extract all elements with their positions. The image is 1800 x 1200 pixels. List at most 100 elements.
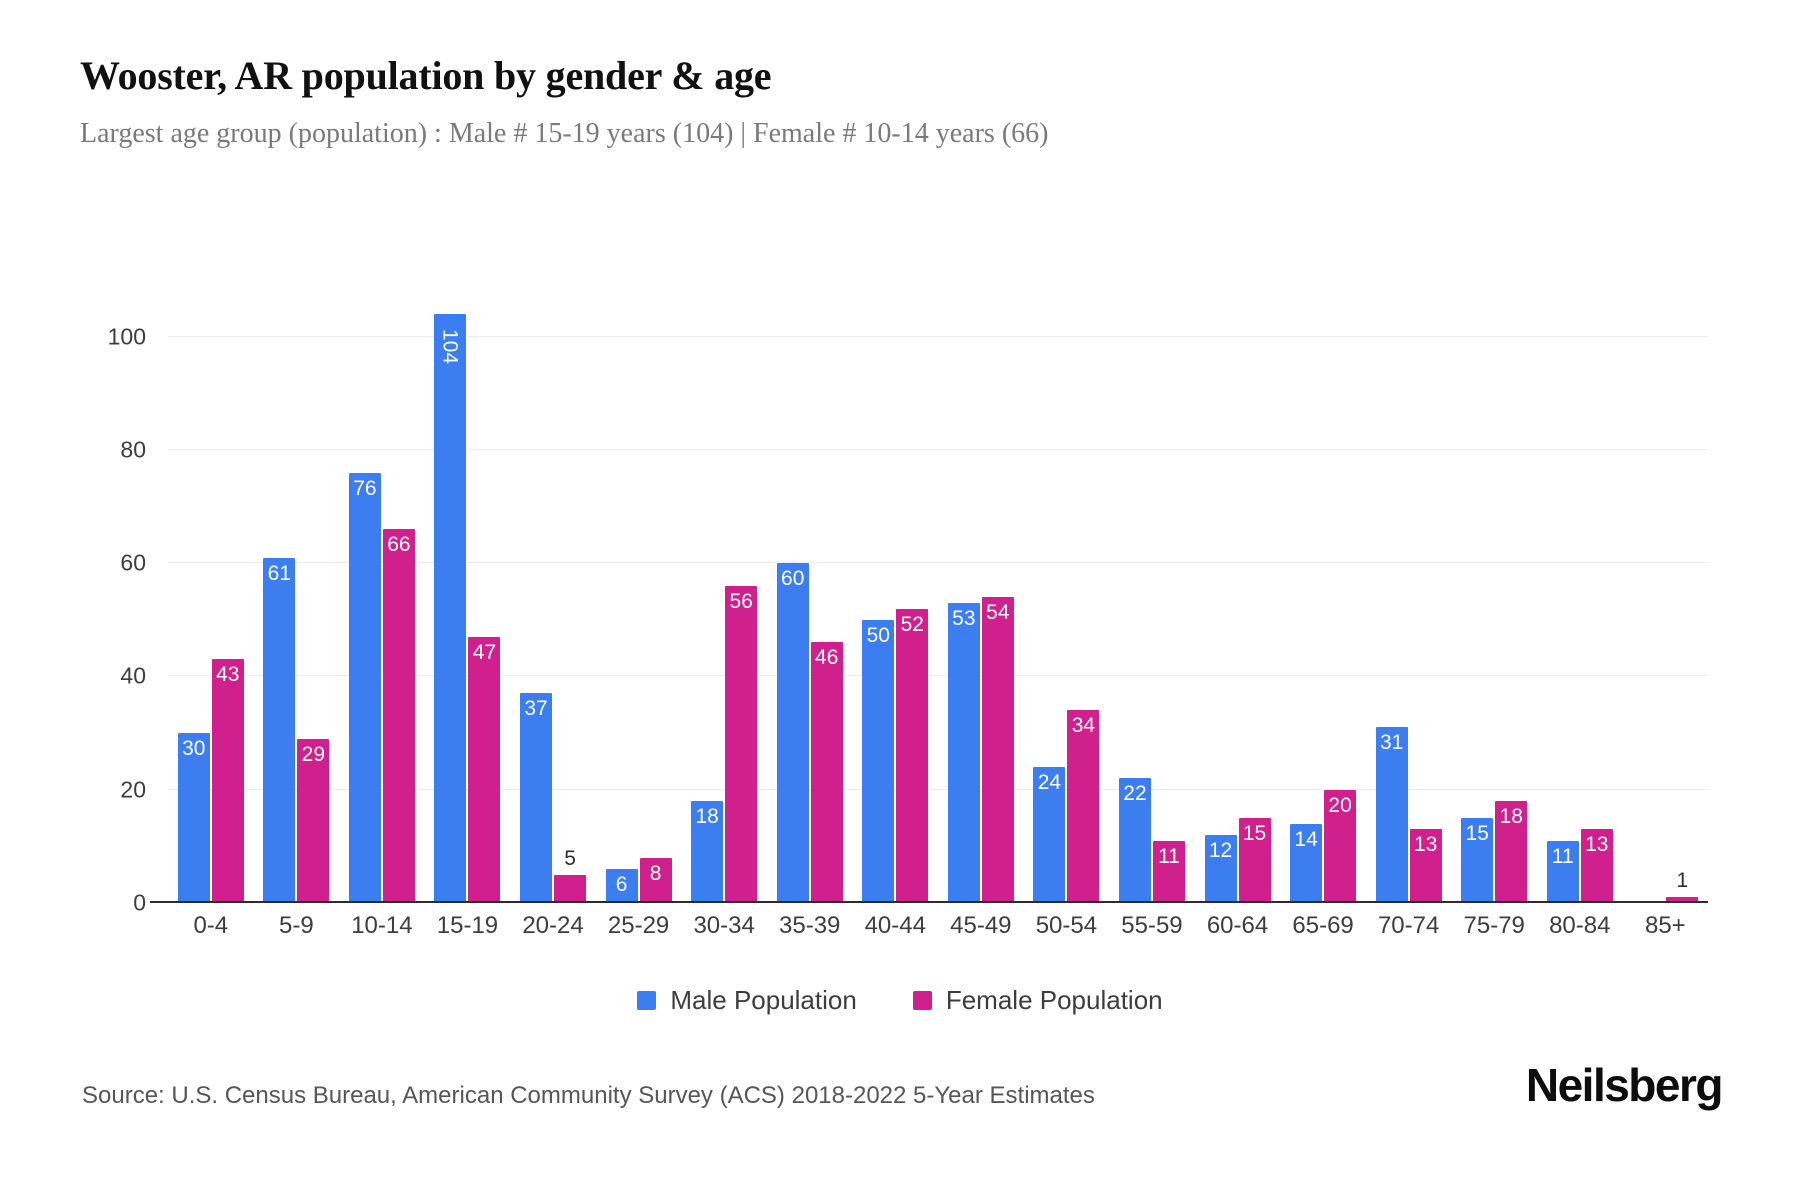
bar-group: 15 18 — [1451, 280, 1537, 903]
gridline — [168, 675, 1708, 677]
bar-value-label: 22 — [1123, 782, 1147, 806]
bar-male[interactable]: 22 — [1118, 778, 1151, 903]
bar-value-label: 31 — [1379, 731, 1404, 755]
bar-male[interactable]: 60 — [776, 563, 809, 903]
bar-value-label: 53 — [952, 606, 976, 630]
bar-male[interactable]: 11 — [1546, 840, 1579, 903]
bar-group: 18 56 — [681, 280, 767, 903]
bar-value-label: 46 — [815, 646, 839, 670]
bar-male[interactable]: 61 — [263, 557, 296, 903]
y-tick-label: 60 — [120, 549, 146, 576]
bar-group: 76 66 — [339, 280, 425, 903]
legend-item-female[interactable]: Female Population — [912, 985, 1163, 1016]
bar-value-label: 12 — [1208, 839, 1233, 863]
y-tick-label: 20 — [120, 776, 146, 803]
brand-logo: Neilsberg — [1525, 1059, 1724, 1111]
bar-value-label: 13 — [1413, 833, 1438, 857]
x-tick-label: 30-34 — [693, 912, 755, 939]
page-title: Wooster, AR population by gender & age — [80, 53, 772, 98]
bar-female[interactable]: 34 — [1067, 710, 1100, 903]
bar-male[interactable]: 18 — [691, 801, 724, 903]
bar-value-label: 66 — [387, 533, 411, 557]
bar-female[interactable]: 5 — [554, 848, 587, 903]
bar-female[interactable]: 47 — [468, 636, 501, 903]
source-note: Source: U.S. Census Bureau, American Com… — [82, 1082, 1095, 1109]
bar-value-label: 1 — [1676, 869, 1689, 893]
bar-male[interactable]: 15 — [1461, 818, 1494, 903]
bar-female[interactable]: 52 — [896, 608, 929, 903]
bar-female[interactable]: 20 — [1324, 789, 1357, 903]
bar-value-label: 43 — [216, 663, 240, 687]
bar-male[interactable]: 30 — [177, 733, 210, 903]
bar-female[interactable]: 54 — [981, 597, 1014, 903]
x-tick-label: 25-29 — [607, 912, 670, 939]
bar-value-label: 29 — [301, 742, 326, 766]
bar-male[interactable]: 14 — [1290, 823, 1323, 903]
bar-value-label: 61 — [267, 561, 292, 585]
x-tick-label: 55-59 — [1121, 912, 1183, 939]
bar-female[interactable]: 11 — [1152, 840, 1185, 903]
bar-value-label: 52 — [900, 612, 924, 636]
x-axis-labels: 0-4 5-9 10-14 15-19 20-24 25-29 30-34 35-39 40-4… — [168, 912, 1708, 940]
bar-value-label: 20 — [1328, 793, 1352, 817]
chart-legend: Male Population Female Population — [0, 985, 1800, 1016]
legend-label: Female Population — [945, 985, 1163, 1015]
x-tick-label: 85+ — [1644, 912, 1686, 939]
bar-value-label: 15 — [1465, 822, 1489, 846]
x-axis-line — [150, 901, 1708, 903]
bar-male[interactable]: 53 — [947, 602, 980, 903]
x-tick-label: 10-14 — [351, 912, 413, 939]
bar-group: 11 13 — [1537, 280, 1623, 903]
bar-male[interactable]: 31 — [1375, 727, 1408, 903]
x-tick-label: 35-39 — [779, 912, 841, 939]
x-tick-label: 5-9 — [279, 912, 314, 939]
bar-value-label: 37 — [524, 697, 548, 721]
bar-male[interactable]: 104 — [434, 313, 467, 903]
gridline — [168, 335, 1708, 337]
bar-value-label: 11 — [1551, 844, 1574, 868]
bar-value-label: 24 — [1037, 771, 1062, 795]
x-tick-label: 20-24 — [522, 912, 584, 939]
bar-female[interactable]: 56 — [725, 585, 758, 903]
bar-female[interactable]: 29 — [297, 738, 330, 903]
bar-female[interactable]: 15 — [1238, 818, 1271, 903]
bar-male[interactable]: 37 — [520, 693, 553, 903]
bar-female[interactable]: 46 — [810, 642, 843, 903]
bar-female[interactable]: 1 — [1666, 870, 1699, 903]
bar-male[interactable]: 12 — [1204, 835, 1237, 903]
x-tick-label: 45-49 — [950, 912, 1012, 939]
bar-female[interactable]: 13 — [1580, 829, 1613, 903]
bar-female[interactable]: 13 — [1409, 829, 1442, 903]
bar-value-label: 47 — [472, 640, 497, 664]
x-tick-label: 80-84 — [1549, 912, 1611, 939]
bar-value-label: 5 — [564, 846, 576, 870]
bar-group: 31 13 — [1366, 280, 1452, 903]
bar-value-label: 104 — [438, 328, 462, 365]
bar-group: 22 11 — [1109, 280, 1195, 903]
bar-male[interactable]: 50 — [862, 619, 895, 903]
bar-group: 1 — [1623, 280, 1709, 903]
bar-male[interactable]: 6 — [605, 869, 638, 903]
bar-group: 61 29 — [254, 280, 340, 903]
y-tick-label: 40 — [120, 662, 146, 689]
plot-area: 0 20 40 60 80 100 30 43 61 29 76 66 104 47 37 5 6 8 18 56 6… — [108, 280, 1709, 916]
bar-male[interactable]: 76 — [348, 472, 381, 903]
bar-female[interactable]: 66 — [382, 529, 415, 903]
bar-group: 30 43 — [168, 280, 254, 903]
bar-female[interactable]: 8 — [639, 857, 672, 903]
bar-group: 37 5 — [510, 280, 596, 903]
y-tick-label: 80 — [120, 436, 146, 463]
bar-female[interactable]: 18 — [1495, 801, 1528, 903]
bar-male[interactable]: 24 — [1033, 767, 1066, 903]
bar-value-label: 18 — [1499, 805, 1523, 829]
bar-female[interactable]: 43 — [211, 659, 244, 903]
gridline — [168, 448, 1708, 450]
x-tick-label: 50-54 — [1035, 912, 1098, 939]
bar-group: 50 52 — [853, 280, 939, 903]
bar-value-label: 18 — [695, 805, 719, 829]
bar-value-label: 15 — [1242, 822, 1267, 846]
y-tick-label: 0 — [133, 889, 146, 916]
legend-item-male[interactable]: Male Population — [637, 985, 857, 1016]
gridline — [168, 562, 1708, 564]
